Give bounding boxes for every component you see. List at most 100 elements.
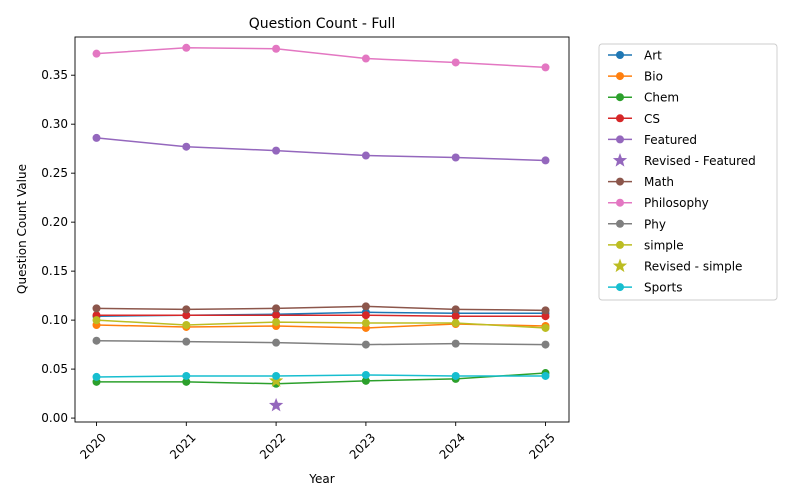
- data-point: [541, 371, 550, 380]
- legend-label: Phy: [644, 217, 666, 231]
- legend-item: Bio: [608, 70, 663, 84]
- legend-marker: [616, 72, 624, 81]
- y-tick-label: 0.00: [41, 411, 68, 425]
- legend-item: Revised - Featured: [612, 153, 756, 168]
- data-point: [361, 151, 370, 160]
- series-line: [96, 314, 546, 317]
- data-point: [451, 339, 460, 348]
- data-point: [272, 146, 281, 155]
- legend-item: Philosophy: [608, 196, 709, 210]
- x-tick-label: 2020: [77, 430, 108, 461]
- legend-item: Featured: [608, 133, 697, 147]
- series-line: [96, 319, 546, 329]
- data-point: [92, 316, 101, 325]
- data-point: [451, 319, 460, 328]
- data-point: [451, 305, 460, 314]
- x-tick-label: 2022: [257, 430, 288, 461]
- legend-marker: [616, 198, 624, 207]
- data-point: [92, 304, 101, 313]
- data-point: [361, 302, 370, 311]
- data-point: [92, 133, 101, 142]
- series-math: [92, 302, 550, 315]
- legend-label: Chem: [644, 91, 679, 105]
- legend-label: Featured: [644, 133, 697, 147]
- legend-item: Art: [608, 49, 662, 63]
- legend-marker: [616, 283, 624, 292]
- data-point: [451, 153, 460, 162]
- data-point: [541, 340, 550, 349]
- legend-item: simple: [608, 238, 684, 252]
- legend-label: simple: [644, 238, 684, 252]
- data-point: [182, 305, 191, 314]
- x-axis-label: Year: [308, 472, 334, 486]
- data-point: [272, 311, 281, 320]
- data-point: [182, 371, 191, 380]
- legend-marker: [616, 219, 624, 228]
- legend-item: Phy: [608, 217, 666, 231]
- legend: Art Bio Chem CS Featured Revised - Featured Ma…: [598, 43, 778, 301]
- legend-item: Chem: [608, 91, 679, 105]
- data-point: [272, 318, 281, 327]
- y-tick-label: 0.05: [41, 362, 68, 376]
- y-tick-label: 0.30: [41, 117, 68, 131]
- data-point: [92, 49, 101, 58]
- y-tick-label: 0.25: [41, 166, 68, 180]
- legend-label: Math: [644, 175, 674, 189]
- legend-marker: [616, 177, 624, 186]
- series-simple: [92, 316, 550, 332]
- x-tick-label: 2024: [437, 430, 468, 461]
- series-line: [96, 374, 546, 378]
- data-point: [451, 312, 460, 321]
- data-point: [361, 340, 370, 349]
- series-layer: [92, 43, 550, 412]
- legend-marker: [616, 240, 624, 249]
- data-point: [182, 43, 191, 52]
- legend-frame: [598, 43, 778, 301]
- legend-marker: [616, 135, 624, 144]
- legend-label: Art: [644, 49, 662, 63]
- revised-marker: [268, 373, 284, 387]
- data-point: [182, 311, 191, 320]
- data-point: [541, 306, 550, 315]
- data-point: [541, 323, 550, 332]
- data-point: [361, 370, 370, 379]
- series-line: [96, 47, 546, 69]
- data-point: [541, 63, 550, 72]
- x-tick-label: 2023: [347, 430, 378, 461]
- axes-frame: [74, 36, 570, 423]
- legend-label: Revised - Featured: [644, 154, 756, 168]
- data-point: [361, 54, 370, 63]
- revised-marker: [268, 397, 284, 412]
- data-point: [272, 371, 281, 380]
- legend-marker: [616, 114, 624, 123]
- y-tick-label: 0.15: [41, 264, 68, 278]
- legend-item: Revised - simple: [612, 258, 742, 274]
- y-tick-label: 0.20: [41, 215, 68, 229]
- data-point: [272, 44, 281, 53]
- legend-marker: [616, 51, 624, 59]
- series-line: [96, 137, 546, 162]
- data-point: [92, 372, 101, 381]
- data-point: [272, 338, 281, 347]
- data-point: [92, 336, 101, 345]
- legend-item: Math: [608, 175, 674, 189]
- series-featured: [92, 133, 550, 165]
- legend-label: Sports: [644, 281, 682, 295]
- legend-item: Sports: [608, 281, 682, 295]
- chart-title: Question Count - Full: [249, 16, 396, 32]
- y-axis: 0.00 0.05 0.10 0.15 0.20 0.25 0.30 0.35: [41, 68, 75, 425]
- data-point: [361, 376, 370, 385]
- series-phy: [92, 336, 550, 349]
- legend-star-marker: [612, 153, 628, 167]
- legend-items: Art Bio Chem CS Featured Revised - Featured Ma…: [608, 49, 756, 295]
- plot-area: 2020 2021 2022 2023 2024 2025 0.00 0.05 0.10 0.1…: [41, 36, 570, 462]
- data-point: [182, 377, 191, 386]
- data-point: [451, 371, 460, 380]
- series-revised-featured: [268, 397, 284, 412]
- legend-marker: [616, 93, 624, 102]
- series-philosophy: [92, 43, 550, 72]
- data-point: [451, 58, 460, 67]
- x-tick-label: 2025: [526, 430, 557, 461]
- legend-star-marker: [612, 258, 628, 273]
- series-sports: [92, 370, 550, 381]
